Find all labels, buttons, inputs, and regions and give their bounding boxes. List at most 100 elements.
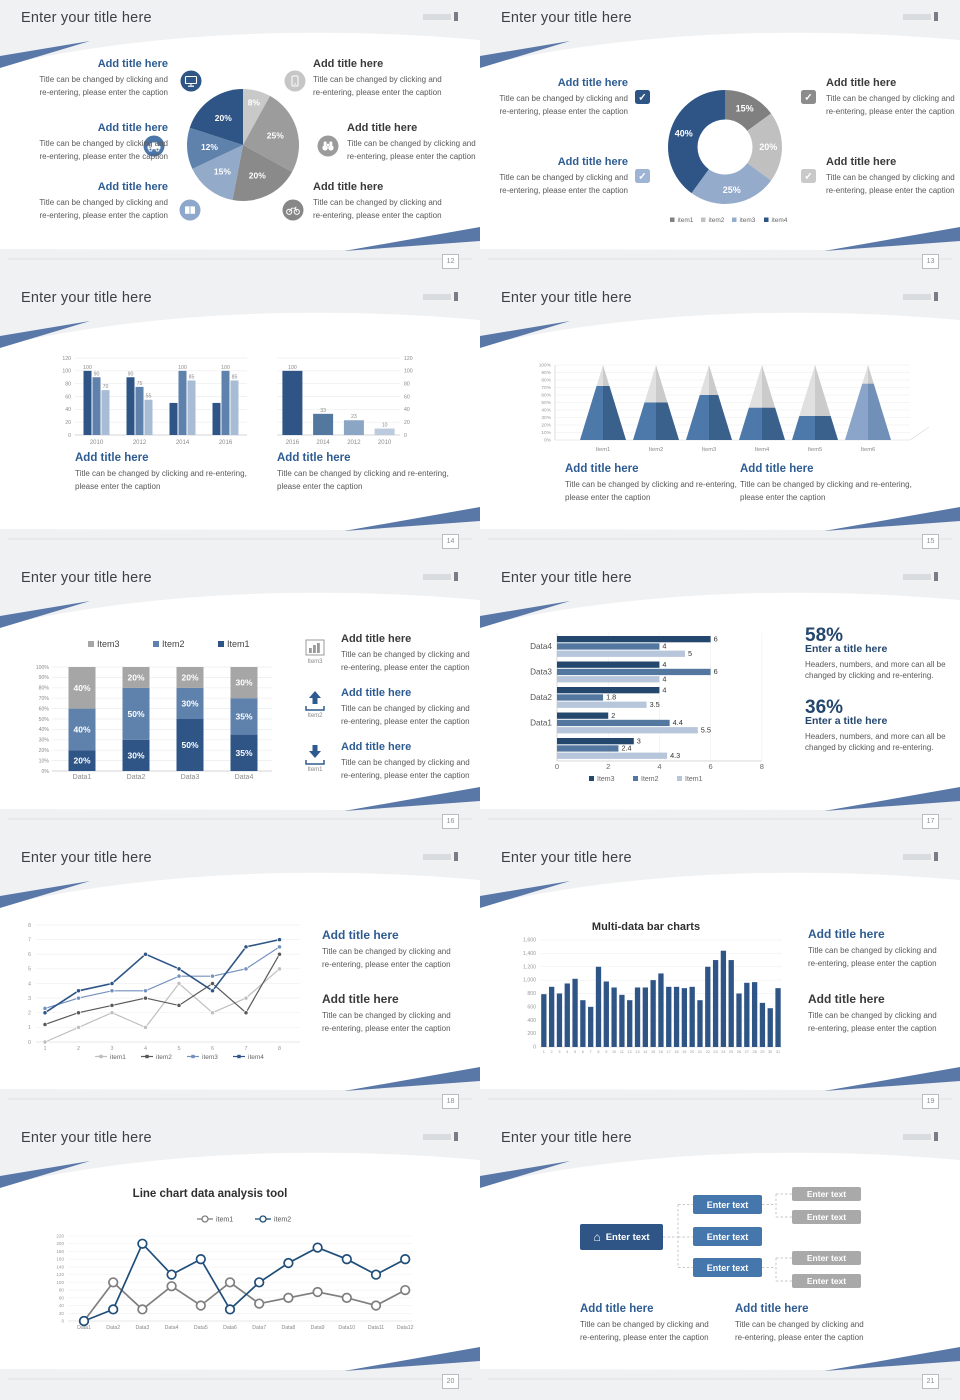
- slide-page-17[interactable]: Enter your title here 0 2 4 6 8 6 4 5 Data4 4 6 4 Da…: [480, 560, 960, 840]
- text-block: Add title here Title can be changed by cl…: [277, 452, 467, 493]
- home-icon: ⌂: [593, 1230, 601, 1244]
- block-caption-line: re-entering, please enter the caption: [341, 663, 470, 672]
- block-heading: Add title here: [341, 633, 412, 645]
- svg-text:1: 1: [28, 1025, 31, 1031]
- svg-text:Line chart data analysis tool: Line chart data analysis tool: [133, 1188, 288, 1200]
- svg-text:30%: 30%: [235, 678, 252, 688]
- block-heading: Add title here: [97, 58, 168, 70]
- svg-text:60: 60: [404, 394, 410, 400]
- block-caption-line: Title can be changed by clicking and: [39, 139, 168, 148]
- block-caption-line: please enter the caption: [565, 493, 651, 502]
- block-caption-line: re-entering, please enter the caption: [580, 1333, 709, 1342]
- stack-segment: [68, 667, 96, 709]
- bar: [557, 719, 670, 727]
- svg-text:1.8: 1.8: [606, 693, 616, 702]
- svg-text:6: 6: [582, 1050, 584, 1054]
- svg-text:1,600: 1,600: [523, 938, 536, 944]
- text-block: Add title here Title can be changed by cl…: [341, 633, 476, 674]
- slide-page-18[interactable]: Enter your title here 0 1 2 3 4 5 6 7 8 1 2 3 4 5 6 7 8 i…: [0, 840, 480, 1120]
- svg-text:Data7: Data7: [252, 1325, 266, 1331]
- svg-text:6: 6: [714, 634, 718, 643]
- text-block: Add title here Title can be changed by cl…: [826, 77, 956, 118]
- svg-text:80%: 80%: [541, 378, 551, 384]
- text-block: Add title here Title can be changed by cl…: [18, 181, 168, 222]
- monitor-icon: [180, 70, 202, 92]
- svg-text:30: 30: [768, 1050, 772, 1054]
- svg-text:1,200: 1,200: [523, 964, 536, 970]
- bar: [705, 966, 711, 1047]
- slide-page-16[interactable]: Enter your title here 0% 10% 20% 30% 40% 50% 6…: [0, 560, 480, 840]
- slide-page-13[interactable]: Enter your title here 15% 20% 25% 40% item1 i…: [480, 0, 960, 280]
- donut-slice: [725, 90, 772, 131]
- svg-text:Data3: Data3: [530, 668, 552, 677]
- stack-segment: [230, 734, 258, 771]
- bar: [557, 676, 660, 683]
- bar: [580, 1000, 586, 1047]
- svg-text:40: 40: [65, 407, 71, 413]
- svg-text:2: 2: [606, 762, 610, 771]
- svg-text:40: 40: [404, 407, 410, 413]
- donut-slice: [747, 113, 782, 181]
- bar: [144, 399, 153, 435]
- bar: [212, 402, 221, 435]
- block-caption-line: re-entering, please enter the caption: [735, 1333, 864, 1342]
- svg-text:21: 21: [698, 1050, 702, 1054]
- page-number: 13: [922, 254, 939, 269]
- svg-text:item2: item2: [709, 217, 725, 224]
- bar: [681, 988, 688, 1047]
- stat-block: 36% Enter a title here Headers, numbers, a…: [805, 698, 946, 754]
- svg-text:Item3: Item3: [307, 659, 323, 665]
- pyramid: [845, 365, 891, 440]
- text-block: Add title here Title can be changed by cl…: [488, 156, 628, 197]
- svg-text:4: 4: [566, 1050, 568, 1054]
- svg-text:Item3: Item3: [97, 639, 120, 649]
- slide-page-20[interactable]: Enter your title here Line chart data an…: [0, 1120, 480, 1400]
- stack-segment: [68, 708, 96, 751]
- line-series: [83, 1242, 406, 1322]
- bar: [557, 738, 634, 745]
- svg-text:85: 85: [232, 374, 238, 380]
- svg-text:50%: 50%: [39, 717, 50, 723]
- svg-text:4: 4: [662, 660, 666, 669]
- text-blocks: Add title here Title can be changed by cl…: [480, 0, 960, 280]
- svg-text:31: 31: [776, 1050, 780, 1054]
- svg-text:24: 24: [721, 1050, 725, 1054]
- legend-swatch: [670, 217, 675, 222]
- legend-swatch: [732, 217, 737, 222]
- svg-text:100: 100: [178, 365, 187, 371]
- svg-text:5: 5: [574, 1050, 576, 1054]
- slide-page-19[interactable]: Enter your title here Multi-data bar cha…: [480, 840, 960, 1120]
- block-heading: Add title here: [277, 452, 351, 464]
- svg-text:90%: 90%: [541, 370, 551, 376]
- svg-text:40%: 40%: [73, 724, 90, 734]
- block-heading: Add title here: [826, 77, 897, 89]
- svg-text:15: 15: [651, 1050, 655, 1054]
- slide-page-21[interactable]: Enter your title here ⌂ Enter text Enter t…: [480, 1120, 960, 1400]
- bar: [557, 701, 647, 708]
- svg-text:Item2: Item2: [641, 776, 659, 783]
- slide-page-15[interactable]: Enter your title here 0% 10% 20% 30% 40% 50% 6…: [480, 280, 960, 560]
- bar: [557, 687, 660, 694]
- stack-segment: [176, 667, 204, 688]
- book-icon: [179, 199, 201, 221]
- bar: [556, 993, 563, 1047]
- slide-page-12[interactable]: Enter your title here 8% 25% 20% 15% 12% 20% …: [0, 0, 480, 280]
- text-block: Add title here Title can be changed by cl…: [740, 463, 930, 504]
- binoculars-icon: [317, 135, 339, 157]
- block-caption-line: re-entering, please enter the caption: [347, 152, 476, 161]
- svg-text:4: 4: [657, 762, 661, 771]
- bar: [541, 994, 547, 1047]
- block-caption-line: Title can be changed by clicking and: [580, 1320, 709, 1329]
- svg-text:Item2: Item2: [307, 713, 323, 719]
- slide-title: Enter your title here: [501, 1130, 632, 1146]
- svg-text:100: 100: [288, 365, 297, 371]
- bar: [230, 380, 239, 435]
- stat-block: 58% Enter a title here Headers, numbers, a…: [805, 626, 946, 682]
- org-node: Enter text: [693, 1227, 762, 1246]
- slide-page-14[interactable]: Enter your title here 0 0 20 20 40 40 60 60 80 80…: [0, 280, 480, 560]
- svg-text:80: 80: [404, 381, 410, 387]
- block-caption-line: re-entering, please enter the caption: [826, 186, 955, 195]
- column-chart: Multi-data bar charts 0 200 400 600 800 1,000 1…: [523, 921, 782, 1054]
- svg-text:14: 14: [643, 1050, 647, 1054]
- svg-text:Item4: Item4: [755, 447, 770, 453]
